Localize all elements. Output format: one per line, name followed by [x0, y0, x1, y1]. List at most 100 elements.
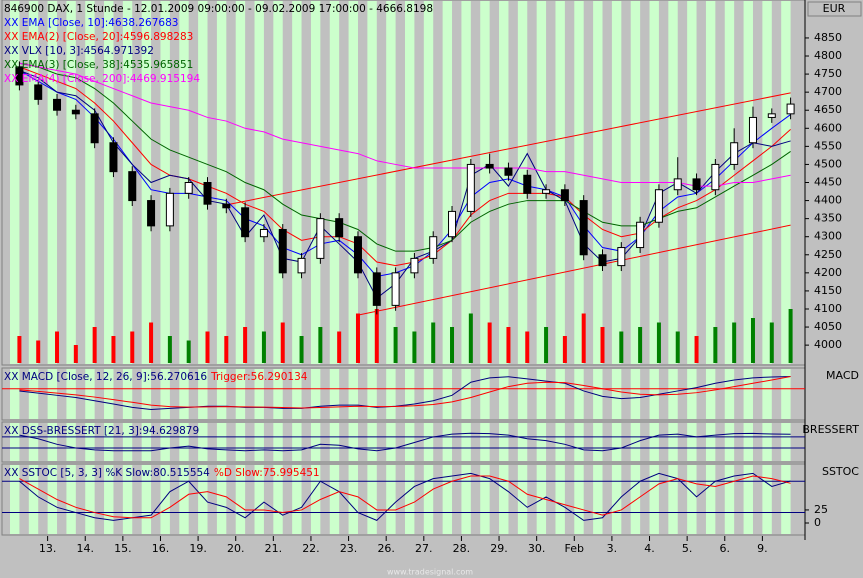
session-stripe: [405, 369, 415, 419]
volume-bar: [243, 327, 248, 363]
panel-label: MACD: [826, 369, 859, 382]
session-stripe: [310, 465, 321, 534]
session-stripe: [705, 465, 716, 534]
x-tick-label: 4.: [644, 542, 655, 555]
session-stripe: [235, 1, 246, 364]
candle-body: [448, 210, 457, 238]
x-tick-label: 16.: [152, 542, 170, 555]
volume-bar: [638, 327, 643, 363]
x-tick-label: 27.: [415, 542, 433, 555]
volume-bar: [280, 322, 285, 363]
session-stripe: [405, 423, 415, 461]
candle-body: [579, 200, 588, 256]
y-tick-label: 4150: [814, 284, 842, 297]
session-stripe: [367, 465, 377, 534]
session-stripe: [141, 1, 152, 364]
session-stripe: [668, 465, 678, 534]
session-stripe: [762, 465, 772, 534]
y-tick-label: 4000: [814, 338, 842, 351]
session-stripe: [461, 465, 471, 534]
session-stripe: [480, 1, 490, 364]
volume-bar: [619, 331, 624, 363]
candle-body: [278, 228, 287, 274]
candle-body: [598, 254, 607, 267]
session-stripe: [630, 465, 641, 534]
session-stripe: [216, 1, 227, 364]
currency: EUR: [823, 2, 846, 15]
session-stripe: [611, 465, 622, 534]
indicator-line: [19, 376, 791, 411]
session-stripe: [517, 369, 528, 419]
session-stripe: [705, 369, 716, 419]
volume-bar: [581, 313, 586, 363]
candle-body: [15, 66, 24, 86]
legend: XX DSS-BRESSERT [21, 3]:94.629879: [4, 425, 199, 437]
session-stripe: [781, 1, 791, 364]
session-stripe: [593, 369, 603, 419]
x-tick-label: 26.: [377, 542, 395, 555]
session-stripe: [442, 369, 453, 419]
session-stripe: [85, 423, 95, 461]
session-stripe: [104, 1, 114, 364]
y-tick-label: 0: [814, 516, 821, 529]
session-stripe: [254, 423, 264, 461]
session-stripe: [367, 369, 377, 419]
legend-entry: XX DSS-BRESSERT [21, 3]:94.629879: [4, 425, 199, 437]
candle-body: [692, 178, 701, 191]
y-tick-label: 4750: [814, 67, 842, 80]
session-stripe: [216, 465, 227, 534]
candle-body: [165, 192, 174, 227]
session-stripe: [179, 465, 189, 534]
session-stripe: [762, 423, 772, 461]
legend-entry: XX EMA(4) [Close, 200]:4469.915194: [4, 73, 200, 85]
session-stripe: [104, 369, 114, 419]
panel-label: SSTOC: [822, 465, 859, 478]
session-stripe: [367, 423, 377, 461]
session-stripe: [743, 423, 753, 461]
candle-body: [353, 236, 362, 274]
session-stripe: [499, 465, 509, 534]
session-stripe: [423, 465, 434, 534]
candle-body: [297, 257, 306, 274]
session-stripe: [141, 465, 152, 534]
candle-body: [316, 218, 325, 259]
indicator-line: [19, 475, 791, 519]
session-stripe: [593, 1, 603, 364]
channel-line: [226, 92, 791, 206]
candle-body: [410, 257, 419, 274]
candle-body: [730, 142, 739, 165]
chart-title: 846900 DAX, 1 Stunde - 12.01.2009 09:00:…: [4, 3, 433, 15]
session-stripe: [10, 1, 20, 364]
volume-bar: [431, 322, 436, 363]
session-stripe: [273, 465, 283, 534]
volume-bar: [732, 322, 737, 363]
session-stripe: [273, 1, 283, 364]
candle-body: [617, 247, 626, 267]
session-stripe: [160, 465, 170, 534]
candle-body: [786, 103, 795, 115]
session-stripe: [179, 369, 189, 419]
session-stripe: [517, 1, 528, 364]
y-tick-label: 4600: [814, 121, 842, 134]
x-tick-label: 21.: [265, 542, 283, 555]
legend-entry: XX MACD [Close, 12, 26, 9]:56.270616: [4, 371, 207, 383]
panel-label-box: [808, 423, 861, 437]
x-tick-label: 20.: [227, 542, 245, 555]
session-stripe: [216, 423, 227, 461]
session-stripe: [499, 423, 509, 461]
session-stripe: [198, 465, 208, 534]
indicator-line: [19, 432, 791, 452]
session-stripe: [273, 369, 283, 419]
session-stripe: [273, 423, 283, 461]
legend-entry: XX EMA(3) [Close, 38]:4535.965851: [4, 59, 193, 71]
volume-bar: [186, 340, 191, 363]
legend-entry: Trigger:56.290134: [210, 371, 308, 383]
x-tick-label: 6.: [720, 542, 731, 555]
session-stripe: [386, 423, 396, 461]
session-stripe: [198, 1, 208, 364]
channel-line: [357, 224, 791, 316]
session-stripe: [574, 465, 584, 534]
volume-bar: [487, 322, 492, 363]
session-stripe: [66, 1, 76, 364]
session-stripe: [47, 423, 58, 461]
